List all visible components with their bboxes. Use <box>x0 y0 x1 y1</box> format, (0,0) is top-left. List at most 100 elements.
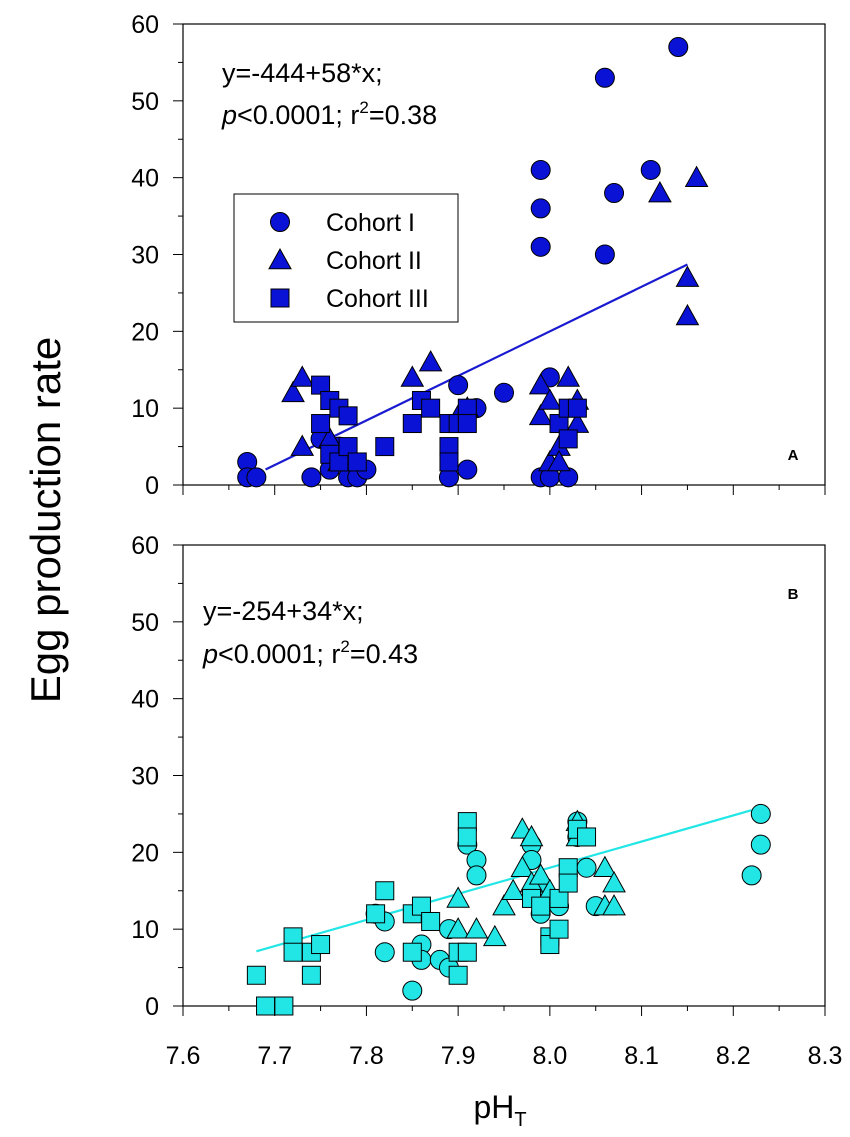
data-point-triangle <box>547 449 571 472</box>
data-point-triangle <box>602 894 626 916</box>
data-point-circle <box>594 67 615 88</box>
data-point-square <box>311 414 331 434</box>
stats-r-rest: =0.43 <box>350 639 418 669</box>
y-tick-label: 20 <box>131 318 159 346</box>
data-point-circle <box>530 198 551 219</box>
y-tick-label: 60 <box>131 11 159 39</box>
y-tick-label: 10 <box>131 916 159 944</box>
x-axis-label-main: pH <box>473 1089 514 1125</box>
stats-p-rest: <0.0001; r <box>218 639 340 669</box>
data-point-square <box>402 942 422 962</box>
regression-line <box>265 263 688 471</box>
data-point-square <box>246 965 266 985</box>
data-point-square <box>457 942 477 962</box>
data-points <box>237 37 709 488</box>
data-point-triangle <box>290 434 315 456</box>
data-point-circle <box>402 980 423 1001</box>
x-tick-label: 7.9 <box>441 1042 476 1070</box>
y-tick-label: 20 <box>131 839 159 867</box>
data-point-triangle <box>648 181 672 203</box>
data-point-square <box>558 873 578 893</box>
data-point-square <box>283 942 303 962</box>
legend: Cohort I Cohort II Cohort III <box>233 193 459 323</box>
series-cohort-iii <box>246 812 597 1016</box>
equation-text: y=-444+58*x; <box>222 58 383 88</box>
data-points <box>246 803 771 1016</box>
data-point-circle <box>530 159 551 180</box>
legend-marker-circle <box>270 212 290 232</box>
data-point-triangle <box>290 365 315 387</box>
data-point-circle <box>301 467 322 488</box>
data-point-square <box>457 414 477 434</box>
data-point-triangle <box>593 855 617 877</box>
data-point-circle <box>466 865 487 886</box>
x-tick-label: 8.3 <box>808 1042 843 1070</box>
data-point-triangle <box>528 373 553 395</box>
stats-p: p <box>202 639 218 669</box>
data-point-triangle <box>446 886 470 908</box>
data-point-triangle <box>602 871 626 893</box>
stats-text: p<0.0001; r2=0.43 <box>202 637 418 669</box>
data-point-square <box>347 452 367 472</box>
legend-label: Cohort III <box>326 285 429 313</box>
x-tick-label: 7.7 <box>257 1042 292 1070</box>
data-point-square <box>448 965 468 985</box>
data-point-triangle <box>482 924 507 947</box>
data-point-triangle <box>510 855 535 877</box>
x-tick-label: 8.0 <box>532 1042 567 1070</box>
data-point-triangle <box>492 894 516 916</box>
data-point-square <box>402 414 422 434</box>
data-point-circle <box>530 236 551 257</box>
data-point-triangle <box>675 265 700 287</box>
data-point-circle <box>448 375 469 396</box>
data-point-triangle <box>464 917 489 939</box>
x-tick-label: 8.1 <box>624 1042 659 1070</box>
y-tick-label: 50 <box>131 88 159 116</box>
data-point-circle <box>374 942 395 963</box>
panel-b: 0 10 20 30 40 50 60 7.6 7.7 7.8 7.9 8.0 8.1 8.2 8.3 y=-… <box>131 532 842 1070</box>
data-point-circle <box>750 803 771 824</box>
series-cohort-i <box>237 37 689 488</box>
panel-a: 0 10 20 30 40 50 60 y=-444+58*x; p<0.0001; r2=0.… <box>131 11 826 500</box>
legend-marker-square <box>270 288 290 308</box>
panel-letter: B <box>788 586 799 603</box>
data-point-square <box>558 429 578 449</box>
y-tick-label: 10 <box>131 395 159 423</box>
data-point-triangle <box>528 403 553 426</box>
regression-line <box>256 809 752 953</box>
data-point-circle <box>576 857 597 878</box>
data-point-triangle <box>538 388 562 410</box>
legend-marker-triangle <box>268 247 292 270</box>
y-tick-label: 60 <box>131 532 159 560</box>
data-point-square <box>338 406 358 426</box>
x-tick-label: 7.8 <box>349 1042 384 1070</box>
y-tick-label: 0 <box>145 993 159 1021</box>
data-point-square <box>567 398 587 418</box>
y-tick-label: 40 <box>131 165 159 193</box>
data-point-circle <box>604 183 625 204</box>
stats-r-rest: =0.38 <box>369 100 437 130</box>
y-tick-label: 50 <box>131 609 159 637</box>
equation-text: y=-254+34*x; <box>203 596 364 626</box>
data-point-triangle <box>684 165 709 187</box>
data-point-circle <box>750 834 771 855</box>
stats-r-sup: 2 <box>340 637 349 656</box>
x-axis-label: pHT <box>473 1089 526 1131</box>
data-point-square <box>311 935 331 955</box>
data-point-square <box>375 437 395 457</box>
y-tick-label: 40 <box>131 686 159 714</box>
data-point-square <box>549 919 569 939</box>
stats-p-rest: <0.0001; r <box>237 100 359 130</box>
data-point-triangle <box>446 917 470 939</box>
stats-r-sup: 2 <box>359 98 368 117</box>
data-point-triangle <box>528 863 553 885</box>
x-axis-label-subscript: T <box>514 1109 526 1131</box>
data-point-triangle <box>418 350 443 372</box>
x-tick-label: 7.6 <box>166 1042 201 1070</box>
y-tick-label: 30 <box>131 242 159 270</box>
stats-text: p<0.0001; r2=0.38 <box>221 98 437 130</box>
data-point-circle <box>640 159 661 180</box>
